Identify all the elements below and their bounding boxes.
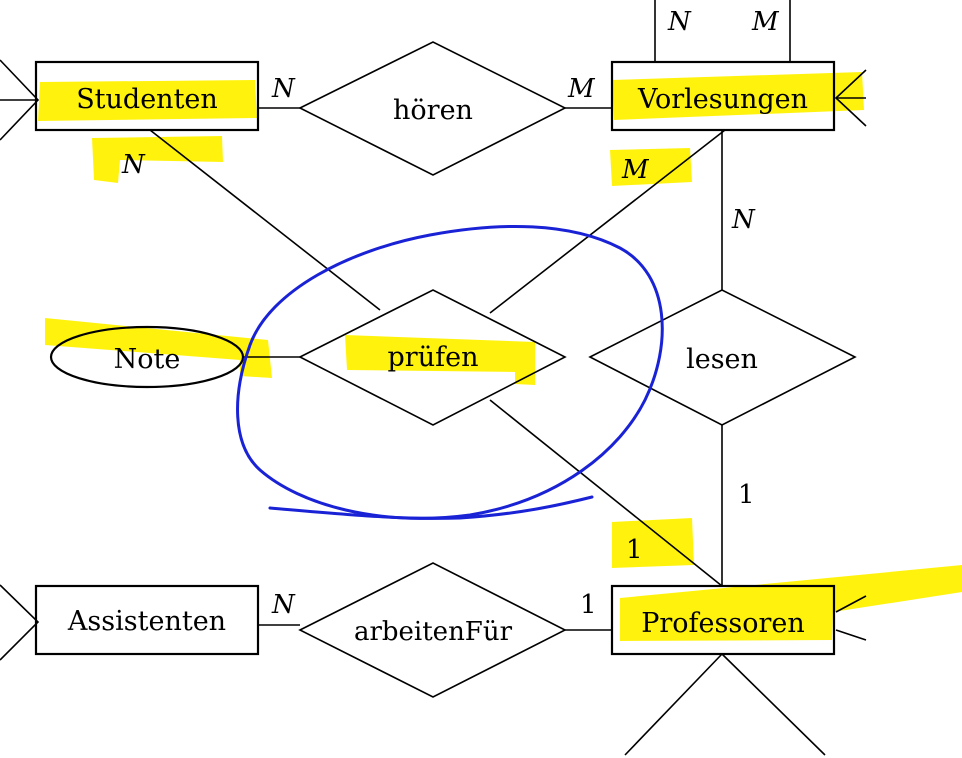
attributes: Note — [49, 325, 245, 389]
highlight-vorlesungen-card — [610, 148, 692, 186]
connections — [0, 0, 867, 756]
highlighter-marks — [38, 72, 962, 641]
isa-right — [721, 653, 826, 756]
highlight-vorlesungen — [612, 72, 864, 120]
pen-annotation — [236, 224, 664, 520]
attribute-note-ellipse — [49, 325, 245, 389]
highlight-professoren-card — [612, 518, 694, 568]
entity-studenten: Studenten — [76, 84, 218, 115]
entity-assistenten: Assistenten — [67, 606, 226, 637]
entity-vorlesungen-box — [610, 60, 836, 132]
card-lesen-professoren: 1 — [738, 480, 755, 510]
relationship-pruefen: prüfen — [388, 342, 479, 373]
arrow-professoren-up — [835, 595, 867, 613]
highlight-professoren — [620, 565, 962, 641]
card-pruefen-studenten: N — [121, 150, 146, 180]
relationship-hoeren: hören — [393, 95, 473, 126]
entity-studenten-box — [34, 60, 260, 132]
highlight-studenten-card — [92, 136, 223, 183]
arrow-assistenten-left — [0, 584, 40, 661]
card-arbeitenfuer-professoren: 1 — [580, 590, 597, 620]
link-studenten-pruefen — [149, 129, 381, 311]
card-voraussetzen-n: N — [667, 7, 692, 37]
card-hoeren-studenten: N — [271, 74, 296, 104]
relationship-arbeitenfuer-diamond — [298, 562, 567, 698]
relationship-pruefen-diamond — [298, 289, 567, 426]
card-voraussetzen-m: M — [751, 7, 780, 37]
card-pruefen-professoren: 1 — [626, 535, 643, 565]
arrow-professoren-down — [835, 629, 867, 641]
link-vorlesungen-pruefen — [489, 129, 726, 314]
relationship-arbeitenfuer: arbeitenFür — [354, 617, 513, 647]
cardinalities: N M N M N M N 1 1 N 1 — [121, 7, 780, 620]
entities: Studenten Vorlesungen Assistenten Profes… — [34, 60, 836, 656]
isa-left — [624, 653, 723, 756]
entity-professoren-box — [610, 584, 836, 656]
entity-assistenten-box — [34, 584, 260, 656]
relationships: hören prüfen lesen arbeitenFür — [298, 41, 857, 698]
relationship-lesen: lesen — [686, 344, 758, 375]
highlight-pruefen — [345, 335, 535, 385]
card-hoeren-vorlesungen: M — [567, 74, 596, 104]
card-arbeitenfuer-assistenten: N — [271, 590, 296, 620]
pen-loop — [236, 224, 664, 520]
highlight-studenten — [38, 80, 257, 121]
relationship-lesen-diamond — [588, 289, 857, 426]
card-lesen-vorlesungen: N — [731, 205, 756, 235]
entity-vorlesungen: Vorlesungen — [637, 84, 808, 115]
attribute-note: Note — [114, 344, 181, 375]
highlight-note — [45, 318, 272, 378]
pen-underline — [268, 495, 594, 520]
card-pruefen-vorlesungen: M — [621, 155, 650, 185]
relationship-hoeren-diamond — [298, 41, 567, 176]
entity-professoren: Professoren — [641, 608, 805, 639]
link-pruefen-professoren — [489, 399, 723, 587]
